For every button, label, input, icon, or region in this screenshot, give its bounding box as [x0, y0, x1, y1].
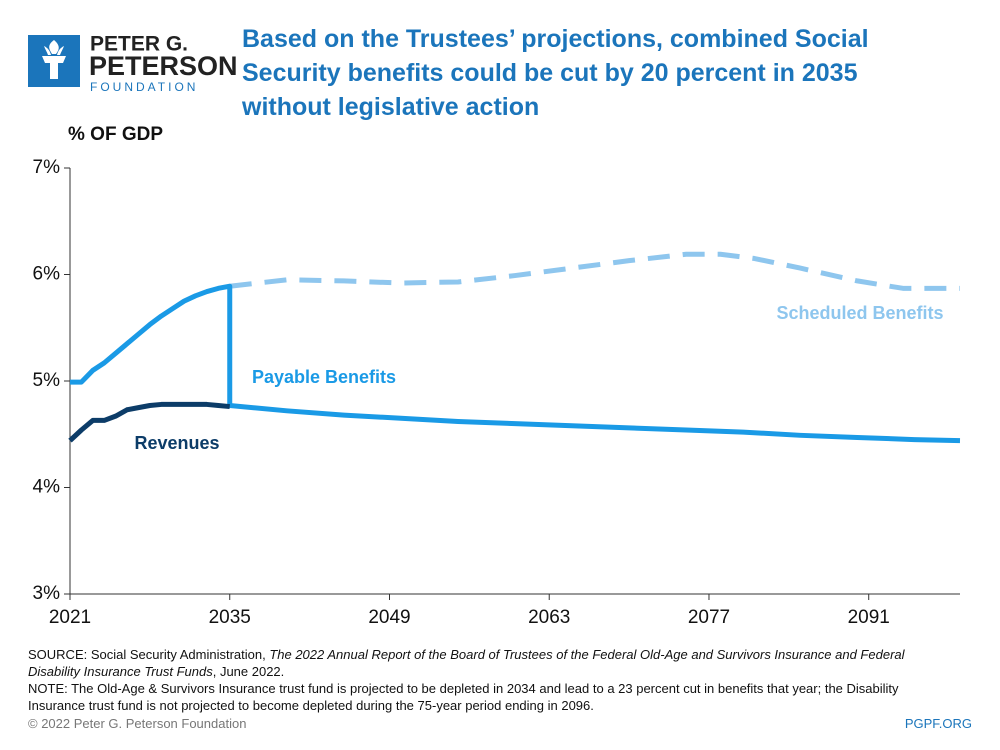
source-text: , June 2022. [212, 664, 285, 679]
logo-text: PETER G. [90, 33, 188, 56]
x-tick-label: 2063 [528, 607, 570, 628]
series-line [70, 283, 961, 444]
logo-torch [42, 40, 66, 79]
x-tick-label: 2049 [368, 607, 410, 628]
logo-text: FOUNDATION [90, 80, 198, 94]
series-line [229, 251, 960, 291]
y-axis-label: % OF GDP [68, 124, 163, 145]
site-link: PGPF.ORG [904, 716, 972, 731]
y-tick-label: 7% [33, 157, 61, 178]
x-tick-label: 2021 [49, 607, 91, 628]
source: SOURCE: Social Security Administration, … [28, 646, 958, 680]
y-tick-label: 4% [33, 477, 61, 498]
x-tick-label: 2077 [688, 607, 730, 628]
chart-title: Based on the Trustees’ projections, comb… [242, 25, 869, 121]
series-label: Revenues [134, 433, 219, 453]
y-tick-label: 6% [33, 264, 61, 285]
copyright: © 2022 Peter G. Peterson Foundation [28, 716, 247, 731]
logo-text: PETERSON [89, 51, 238, 81]
y-tick-label: 5% [33, 370, 61, 391]
note: NOTE: The Old-Age & Survivors Insurance … [28, 681, 899, 713]
source-text: The 2022 Annual Report of the Board of T… [28, 647, 905, 679]
x-tick-label: 2091 [848, 607, 890, 628]
x-tick-label: 2035 [209, 607, 251, 628]
series-line [68, 401, 230, 443]
series-label: Scheduled Benefits [776, 303, 943, 323]
source-text: SOURCE: Social Security Administration, [28, 647, 270, 662]
series-label: Payable Benefits [252, 367, 396, 387]
y-tick-label: 3% [33, 583, 61, 604]
footnotes: SOURCE: Social Security Administration, … [28, 646, 958, 714]
